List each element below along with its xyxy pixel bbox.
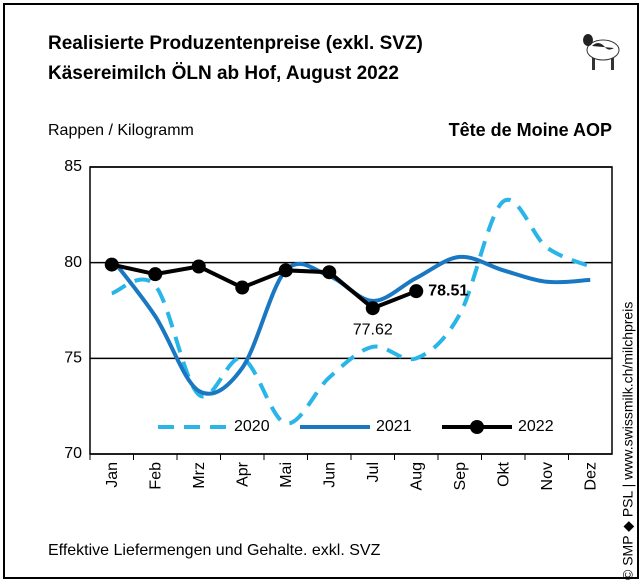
x-tick-label: Jan <box>104 462 121 488</box>
data-point <box>322 265 336 279</box>
chart: Realisierte Produzentenpreise (exkl. SVZ… <box>0 0 644 583</box>
legend-label: 2021 <box>376 418 412 435</box>
legend-label: 2022 <box>518 418 554 435</box>
x-tick-label: Mai <box>278 462 295 488</box>
y-tick-label: 80 <box>64 254 82 271</box>
data-point <box>148 267 162 281</box>
x-tick-label: Apr <box>234 461 251 487</box>
data-point <box>105 258 119 272</box>
x-tick-label: Jul <box>365 462 382 482</box>
legend-label: 2020 <box>234 418 270 435</box>
y-tick-label: 70 <box>64 445 82 462</box>
chart-title: Realisierte Produzentenpreise (exkl. SVZ… <box>48 33 423 54</box>
y-tick-label: 75 <box>64 350 82 367</box>
x-tick-label: Aug <box>408 462 425 490</box>
source: © SMP ◆ PSL | www.swissmilk.ch/milchprei… <box>620 302 636 580</box>
data-point <box>366 301 380 315</box>
x-tick-label: Sep <box>452 462 469 491</box>
x-tick-label: Feb <box>147 462 164 490</box>
data-label: 78.51 <box>428 282 468 299</box>
plot-area <box>90 167 612 454</box>
data-point <box>279 263 293 277</box>
chart-subtitle: Käsereimilch ÖLN ab Hof, August 2022 <box>48 63 399 84</box>
data-point <box>235 281 249 295</box>
product-label: Tête de Moine AOP <box>449 120 612 140</box>
legend-marker <box>470 420 484 434</box>
data-label: 77.62 <box>353 321 393 338</box>
data-point <box>409 284 423 298</box>
y-axis-label: Rappen / Kilogramm <box>48 122 194 139</box>
x-tick-label: Nov <box>539 462 556 490</box>
x-tick-label: Okt <box>495 461 512 486</box>
x-tick-label: Jun <box>321 462 338 488</box>
x-tick-label: Mrz <box>191 462 208 489</box>
x-tick-label: Dez <box>582 462 599 490</box>
y-tick-label: 85 <box>64 158 82 175</box>
data-point <box>192 259 206 273</box>
footnote: Effektive Liefermengen und Gehalte. exkl… <box>48 542 381 559</box>
